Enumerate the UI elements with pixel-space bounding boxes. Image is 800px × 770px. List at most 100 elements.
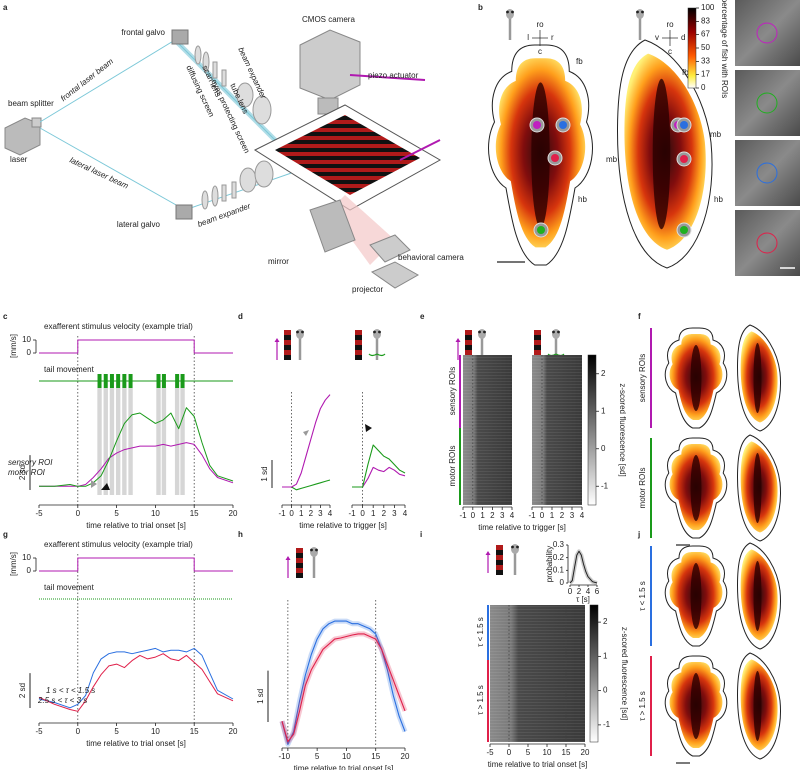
x-tick-label: 0 [286,752,291,761]
stimulus-stripe [465,330,472,335]
orientation-label: l [527,33,529,42]
x-tick-label: 2 [490,511,495,520]
arrow-head [455,338,461,342]
x-tick-label: 5 [526,748,531,757]
group-label: τ > 1.5 s [638,691,647,721]
brain-core [753,453,762,523]
group-bar [459,355,461,428]
panel-label: a [3,3,8,12]
brain-core [690,345,702,411]
tail-label: tail movement [44,583,95,592]
region-label: fb [682,68,689,77]
x-axis-label: time relative to trial onset [s] [294,764,394,770]
fish-head [552,329,560,339]
group-label: τ < 1.5 s [476,617,485,647]
x-tick-label: 20 [401,752,410,761]
tail-label: tail movement [44,365,95,374]
stimulus-title: exafferent stimulus velocity (example tr… [44,322,193,331]
fish-eye [378,330,381,334]
group-bar [650,656,652,756]
stimulus-stripe [355,350,362,355]
x-tick-label: -1 [528,511,536,520]
colorbar-tick-label: 83 [701,17,710,26]
arrowhead [101,483,110,490]
colorbar-tick-label: 0 [701,83,706,92]
trace [281,633,406,743]
x-tick-label: 3 [500,511,505,520]
y-tick-label: 0 [27,348,32,357]
fish-eye [478,330,481,334]
orientation-label: r [551,33,554,42]
stimulus-stripe [355,345,362,350]
stimulus-stripe [534,335,541,340]
stimulus-stripe [465,350,472,355]
y-tick-label: 0.3 [553,540,565,549]
x-axis-label: time relative to trigger [s] [478,523,566,532]
fish-eye [483,330,486,334]
x-tick-label: -1 [459,511,467,520]
x-tick-label: 10 [151,509,160,518]
x-tick-label: 10 [151,727,160,736]
stimulus-stripe [496,565,503,570]
tail-bout [122,374,127,388]
colorbar-tick-label: -1 [603,720,611,729]
x-axis-label: time relative to trial onset [s] [86,739,186,748]
stimulus-stripe [284,330,291,335]
colorbar [687,7,697,89]
arrow-head [485,551,491,555]
x-tick-label: 15 [190,727,199,736]
x-tick-label: 1 [480,511,485,520]
group-bar [650,546,652,646]
fish-eye [301,330,304,334]
x-tick-label: 15 [371,752,380,761]
colorbar-tick-label: 100 [701,3,715,12]
bout-shade [156,388,161,495]
x-tick-label: 10 [543,748,552,757]
legend-label: 1 s < τ < 1.5 s [46,686,95,695]
x-tick-label: -1 [278,752,286,761]
arrow-head [285,556,291,560]
y-tick-label: 0 [560,578,565,587]
brain-core [753,561,762,631]
group-bar [487,660,489,742]
bout-shade [180,388,185,495]
x-tick-label: 1 [299,509,304,518]
y-axis-label: [mm/s] [9,334,18,358]
stimulus-stripe [296,553,303,558]
frontal-galvo [171,29,189,45]
bout-shade [122,388,127,495]
trace [282,394,331,488]
tail-bout [97,374,102,388]
stimulus-stripe [496,545,503,550]
x-tick-label: 4 [328,509,333,518]
roi [533,121,541,129]
trace [281,620,406,745]
fish-eye [511,10,514,14]
bout-shade [97,388,102,495]
colorbar-tick-label: -1 [601,481,609,490]
colorbar-tick-label: 17 [701,70,710,79]
stimulus-stripe [496,555,503,560]
x-tick-label: 5 [114,509,119,518]
x-tick-label: 5 [315,752,320,761]
orientation-label: c [668,47,672,56]
fish-eye [506,10,509,14]
trace [352,444,406,488]
x-tick-label: 4 [403,509,408,518]
fish-eye [636,10,639,14]
stimulus-stripe [355,330,362,335]
scale-bar-label: 2 sd [18,683,27,698]
roi [559,121,567,129]
colorbar-tick-label: 0 [603,686,608,695]
colorbar-tick-label: 0 [601,444,606,453]
group-label: τ > 1.5 s [476,685,485,715]
colorbar [589,604,599,743]
panel-label: g [3,530,8,539]
orientation-label: d [681,33,685,42]
x-tick-label: 4 [580,511,585,520]
x-tick-label: 20 [581,748,590,757]
fish-eye [557,330,560,334]
tail-bout [175,374,180,388]
x-tick-label: 0 [507,748,512,757]
